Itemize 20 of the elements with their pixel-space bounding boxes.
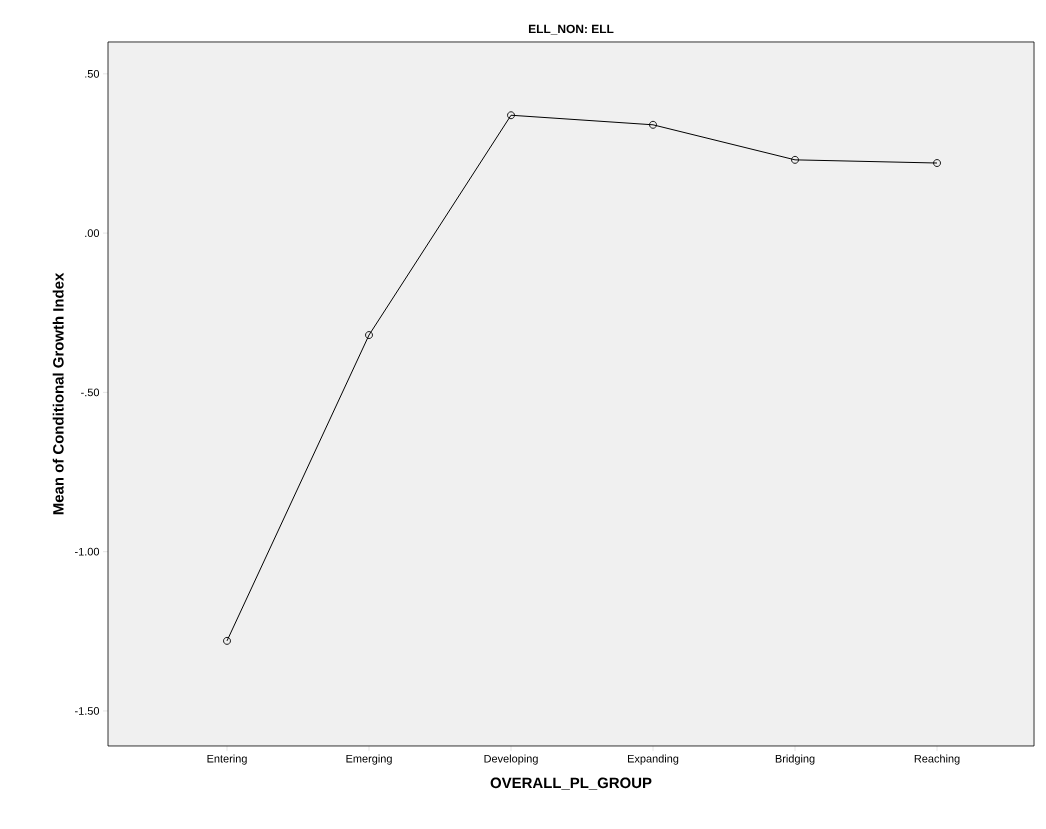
point [649,120,657,129]
x-axis-title: OVERALL_PL_GROUP [490,777,652,790]
point [507,111,515,120]
point [365,331,373,339]
point [933,159,941,167]
x-tick-label: Emerging [346,754,392,765]
point [791,155,799,164]
y-tick-label: -.50 [81,388,100,397]
chart-title: ELL_NON: ELL [528,24,614,35]
y-tick-label: .50 [85,69,100,78]
y-tick-label: -1.50 [74,707,100,715]
x-tick-label: Developing [484,754,538,765]
x-tick-label: Expanding [628,754,679,765]
y-tick-label: .00 [85,229,100,237]
y-axis-title: Mean of Conditional Growth Index [52,272,64,515]
x-tick-label: Entering [207,754,247,765]
y-tick-label: -1.00 [74,547,100,556]
x-tick-label: Reaching [914,754,960,765]
point [223,636,231,645]
x-tick-label: Bridging [775,754,815,765]
